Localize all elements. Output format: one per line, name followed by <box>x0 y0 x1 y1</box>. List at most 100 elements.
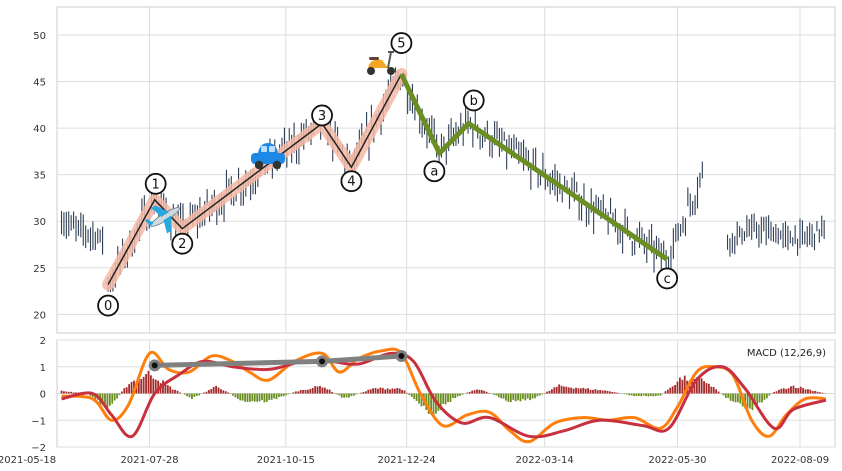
wave-label-circle <box>340 170 363 193</box>
macd-histogram-bar <box>756 393 759 406</box>
macd-histogram-bar <box>263 393 266 403</box>
macd-histogram-bar <box>628 393 631 396</box>
macd-histogram-bar <box>531 393 534 399</box>
macd-histogram-bar <box>804 389 807 394</box>
macd-histogram-bar <box>773 392 776 394</box>
macd-histogram-bar <box>623 393 626 395</box>
macd-histogram-bar <box>509 393 512 403</box>
macd-histogram-bar <box>236 393 239 399</box>
macd-histogram-bar <box>688 380 691 394</box>
macd-histogram-bar <box>451 393 454 399</box>
macd-histogram-bar <box>118 393 121 395</box>
macd-histogram-bar <box>558 384 561 394</box>
macd-histogram-bar <box>432 393 435 416</box>
macd-histogram-bar <box>285 393 288 396</box>
macd-histogram-bar <box>128 384 131 394</box>
macd-histogram-bar <box>227 392 230 394</box>
macd-histogram-bar <box>601 390 604 394</box>
macd-histogram-bar <box>297 391 300 394</box>
x-tick-label: 2022-03-14 <box>516 455 574 466</box>
scooter-icon <box>367 51 395 75</box>
macd-histogram-bar <box>584 388 587 394</box>
macd-histogram-bar <box>456 393 459 397</box>
macd-histogram-bar <box>594 389 597 394</box>
macd-histogram-bar <box>724 393 727 398</box>
macd-histogram-bar <box>398 388 401 394</box>
macd-histogram-bar <box>700 378 703 394</box>
x-tick-label: 2021-10-15 <box>257 455 315 466</box>
macd-histogram-bar <box>72 392 75 394</box>
macd-histogram-bar <box>234 393 237 398</box>
macd-histogram-bar <box>406 392 408 394</box>
macd-histogram-bar <box>763 393 766 400</box>
macd-histogram-bar <box>439 393 442 410</box>
macd-histogram-bar <box>249 393 251 402</box>
macd-histogram-bar <box>309 388 312 394</box>
macd-histogram-bar <box>553 387 556 394</box>
signal-line <box>61 351 827 439</box>
airplane-icon <box>144 205 180 234</box>
macd-histogram-bar <box>188 393 191 398</box>
macd-histogram-bar <box>401 389 404 394</box>
macd-histogram-bar <box>355 393 358 395</box>
macd-histogram-bar <box>681 379 684 394</box>
macd-histogram-bar <box>645 393 647 396</box>
macd-histogram-bar <box>258 393 261 402</box>
macd-histogram-bar <box>224 391 227 394</box>
macd-histogram-bar <box>239 393 242 401</box>
macd-histogram-bar <box>459 393 461 396</box>
macd-histogram-bar <box>616 392 619 394</box>
macd-histogram-bar <box>316 386 319 394</box>
macd-histogram-bar <box>596 390 599 394</box>
macd-histogram-bar <box>273 393 275 399</box>
macd-histogram-bar <box>512 393 515 400</box>
x-tick-label: 2021-12-24 <box>378 455 436 466</box>
macd-histogram-bar <box>577 388 580 394</box>
macd-histogram-bar <box>362 392 365 394</box>
macd-histogram-bar <box>541 393 544 395</box>
macd-histogram-bar <box>104 393 106 406</box>
macd-histogram-bar <box>145 373 147 394</box>
macd-histogram-bar <box>799 386 802 394</box>
macd-histogram-bar <box>550 389 553 394</box>
x-tick-label: 2022-05-30 <box>648 455 706 466</box>
x-tick-label: 2021-07-28 <box>120 455 178 466</box>
macd-histogram-bar <box>369 389 372 394</box>
macd-histogram-bar <box>130 381 133 394</box>
macd-histogram-bar <box>652 393 655 397</box>
macd-histogram-bar <box>444 393 447 405</box>
macd-histogram-bar <box>217 387 220 394</box>
macd-histogram-bar <box>183 393 186 395</box>
macd-histogram-bar <box>560 385 563 394</box>
macd-histogram-bar <box>671 386 674 394</box>
wave-label-circle <box>144 172 167 195</box>
macd-histogram-bar <box>732 393 734 402</box>
macd-histogram-bar <box>758 393 761 403</box>
macd-histogram-bar <box>524 393 527 401</box>
macd-histogram-bar <box>819 392 821 394</box>
macd-histogram-bar <box>447 393 449 403</box>
macd-histogram-bar <box>157 380 160 394</box>
wave-label-circle <box>97 294 119 317</box>
macd-histogram-bar <box>265 393 268 402</box>
macd-histogram-bar <box>480 390 483 394</box>
macd-histogram-bar <box>729 393 732 401</box>
macd-histogram-bar <box>331 391 333 394</box>
macd-histogram-bar <box>611 391 614 394</box>
macd-histogram-bar <box>787 388 790 394</box>
macd-histogram-bar <box>198 393 201 396</box>
macd-histogram-bar <box>782 388 785 394</box>
macd-histogram-bar <box>374 388 377 394</box>
macd-histogram-bar <box>476 389 478 394</box>
macd-histogram-bar <box>137 377 140 394</box>
macd-histogram-bar <box>328 389 331 394</box>
macd-histogram-bar <box>63 391 65 394</box>
macd-histogram-bar <box>116 393 118 399</box>
macd-histogram-bar <box>599 390 602 394</box>
macd-histogram-bar <box>244 393 246 402</box>
x-tick-label: 2022-08-09 <box>771 455 829 466</box>
macd-histogram-bar <box>193 393 196 397</box>
macd-histogram-bar <box>495 393 498 396</box>
macd-histogram-bar <box>534 393 536 399</box>
macd-histogram-bar <box>287 393 290 395</box>
